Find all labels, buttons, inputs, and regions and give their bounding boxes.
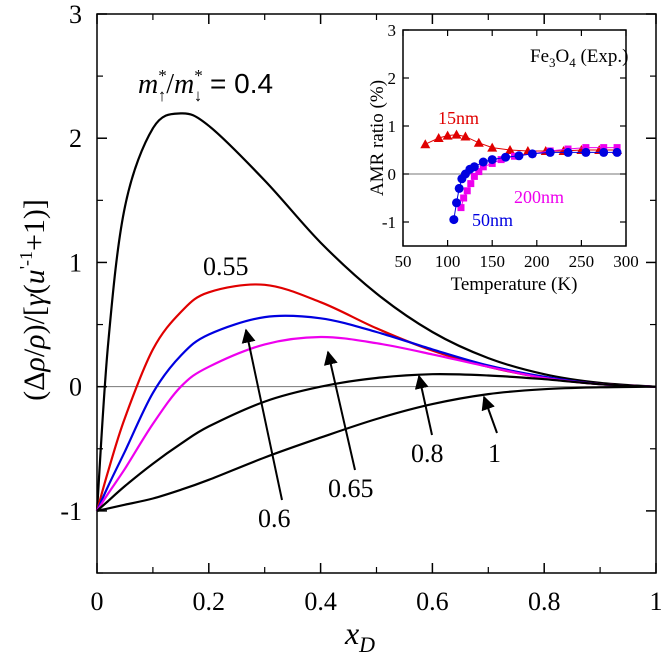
y-tick-label: -1 xyxy=(60,497,82,526)
inset-point-200nm xyxy=(582,144,590,152)
inset-x-tick-label: 300 xyxy=(613,252,639,271)
inset-point-50nm xyxy=(514,151,524,161)
mass-ratio-annotation: m* ↑/m* ↓ = 0.4 xyxy=(138,66,273,105)
inset-series xyxy=(420,129,623,225)
inset-y-tick-label: -1 xyxy=(382,213,396,232)
inset-point-200nm xyxy=(497,156,505,164)
curve-label-0.6: 0.6 xyxy=(258,504,291,533)
inset-line-200nm xyxy=(460,147,618,208)
inset-y-tick-label: 0 xyxy=(388,165,397,184)
arrow-0.65 xyxy=(323,350,356,471)
inset-point-200nm xyxy=(467,180,475,188)
inset-x-tick-label: 50 xyxy=(395,252,412,271)
x-tick-label: 0.8 xyxy=(528,587,561,616)
x-tick-label: 1 xyxy=(650,587,663,616)
inset-point-15nm xyxy=(442,130,453,140)
x-axis-label: xD xyxy=(344,615,375,656)
curve-0.55 xyxy=(95,283,657,512)
inset-legend-50nm: 50nm xyxy=(472,210,513,230)
inset-point-50nm xyxy=(599,147,609,157)
inset-title: Fe3O4 (Exp.) xyxy=(530,46,629,70)
inset-point-50nm xyxy=(527,149,537,159)
arrow-1 xyxy=(481,395,498,434)
curve-0.4 xyxy=(95,112,657,511)
inset-point-50nm xyxy=(581,147,591,157)
inset-point-50nm xyxy=(501,152,511,162)
inset-ticks: 50 100 150 200 250 300 -1 0 1 2 3 xyxy=(382,21,639,271)
inset-chart: 50 100 150 200 250 300 -1 0 1 2 3 Fe3O4 (Exp.) Tem… xyxy=(367,21,639,295)
x-tick-label: 0 xyxy=(91,587,104,616)
inset-point-200nm xyxy=(600,144,608,152)
inset-y-tick-label: 2 xyxy=(388,69,397,88)
inset-point-15nm xyxy=(433,133,444,142)
inset-point-15nm xyxy=(473,137,484,147)
curve-0.8 xyxy=(96,373,657,512)
inset-x-tick-label: 100 xyxy=(435,252,461,271)
main-ticks: 0 0.2 0.4 0.6 0.8 1 -1 0 1 2 3 xyxy=(60,0,662,616)
curve-label-0.65: 0.65 xyxy=(328,474,374,503)
inset-point-200nm xyxy=(470,172,478,180)
curve-label-0.55: 0.55 xyxy=(203,252,249,281)
x-tick-label: 0.4 xyxy=(304,587,337,616)
arrow-0.8 xyxy=(414,374,433,436)
inset-point-50nm xyxy=(469,162,479,172)
inset-point-15nm xyxy=(420,139,431,149)
inset-point-200nm xyxy=(463,187,471,195)
curve-label-0.8: 0.8 xyxy=(411,439,444,468)
inset-point-200nm xyxy=(460,194,468,202)
curve-0.6 xyxy=(95,314,657,512)
inset-y-tick-label: 3 xyxy=(388,21,397,40)
inset-x-tick-label: 200 xyxy=(524,252,550,271)
inset-x-tick-label: 150 xyxy=(479,252,505,271)
inset-point-50nm xyxy=(487,155,497,165)
inset-point-15nm xyxy=(451,129,462,139)
x-tick-label: 0.2 xyxy=(193,587,226,616)
y-tick-label: 1 xyxy=(69,248,82,277)
inset-point-200nm xyxy=(457,204,465,212)
inset-point-50nm xyxy=(478,157,488,167)
curve-1 xyxy=(96,385,657,512)
inset-point-15nm xyxy=(487,142,498,152)
inset-point-15nm xyxy=(460,131,471,141)
inset-point-200nm xyxy=(613,144,621,152)
inset-x-tick-label: 250 xyxy=(569,252,595,271)
inset-y-tick-label: 1 xyxy=(388,117,397,136)
inset-point-50nm xyxy=(612,147,622,157)
x-tick-label: 0.6 xyxy=(416,587,449,616)
inset-point-50nm xyxy=(545,147,555,157)
inset-point-50nm xyxy=(452,198,462,208)
curve-label-1: 1 xyxy=(488,439,501,468)
inset-x-label: Temperature (K) xyxy=(451,274,578,295)
curve-0.65 xyxy=(96,335,657,512)
arrow-0.6 xyxy=(241,328,283,501)
inset-point-50nm xyxy=(563,147,573,157)
y-tick-label: 0 xyxy=(69,373,82,402)
inset-point-200nm xyxy=(475,168,483,176)
inset-legend-15nm: 15nm xyxy=(438,108,479,128)
y-tick-label: 2 xyxy=(69,124,82,153)
main-curves xyxy=(95,112,657,512)
inset-y-label: AMR ratio (%) xyxy=(367,80,388,196)
inset-point-50nm xyxy=(449,215,459,225)
inset-point-200nm xyxy=(479,163,487,171)
y-axis-label: (Δρ/ρ)/[γ(u'-1+1)] xyxy=(16,199,51,401)
y-tick-label: 3 xyxy=(69,0,82,29)
inset-legend-200nm: 200nm xyxy=(514,187,564,207)
inset-point-15nm xyxy=(505,145,516,154)
inset-point-50nm xyxy=(454,183,464,193)
